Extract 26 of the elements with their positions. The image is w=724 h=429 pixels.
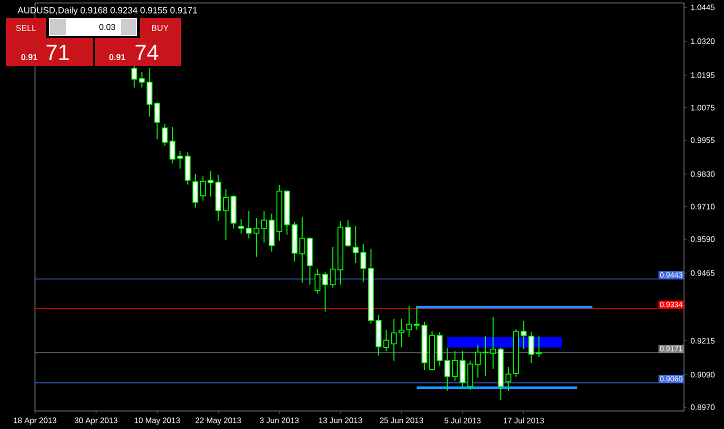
candlestick bbox=[330, 246, 336, 288]
candlestick bbox=[467, 360, 474, 390]
chart-title: AUDUSD,Daily 0.9168 0.9234 0.9155 0.9171 bbox=[18, 6, 197, 16]
annotation: 74 bbox=[136, 44, 158, 60]
annotation: 0.03 bbox=[99, 24, 116, 30]
annotation: 71 bbox=[46, 44, 69, 60]
annotation: 0.91 bbox=[109, 54, 126, 60]
candlestick bbox=[192, 174, 198, 208]
candlestick bbox=[414, 305, 420, 330]
candlestick bbox=[246, 210, 252, 240]
candlestick bbox=[299, 216, 306, 284]
candlestick bbox=[444, 348, 450, 392]
candlestick bbox=[154, 102, 160, 140]
candlestick bbox=[352, 225, 359, 264]
candlestick bbox=[406, 305, 412, 338]
candlestick bbox=[131, 65, 138, 88]
candlestick bbox=[383, 329, 390, 352]
candlestick bbox=[536, 335, 542, 358]
candlestick bbox=[162, 123, 168, 146]
candlestick bbox=[474, 344, 481, 378]
candlestick bbox=[360, 244, 366, 282]
candlestick bbox=[528, 331, 534, 364]
annotation: BUY bbox=[152, 25, 169, 31]
annotation: SELL bbox=[16, 25, 36, 31]
candlestick bbox=[520, 320, 527, 350]
annotation: 0.91 bbox=[21, 54, 38, 60]
